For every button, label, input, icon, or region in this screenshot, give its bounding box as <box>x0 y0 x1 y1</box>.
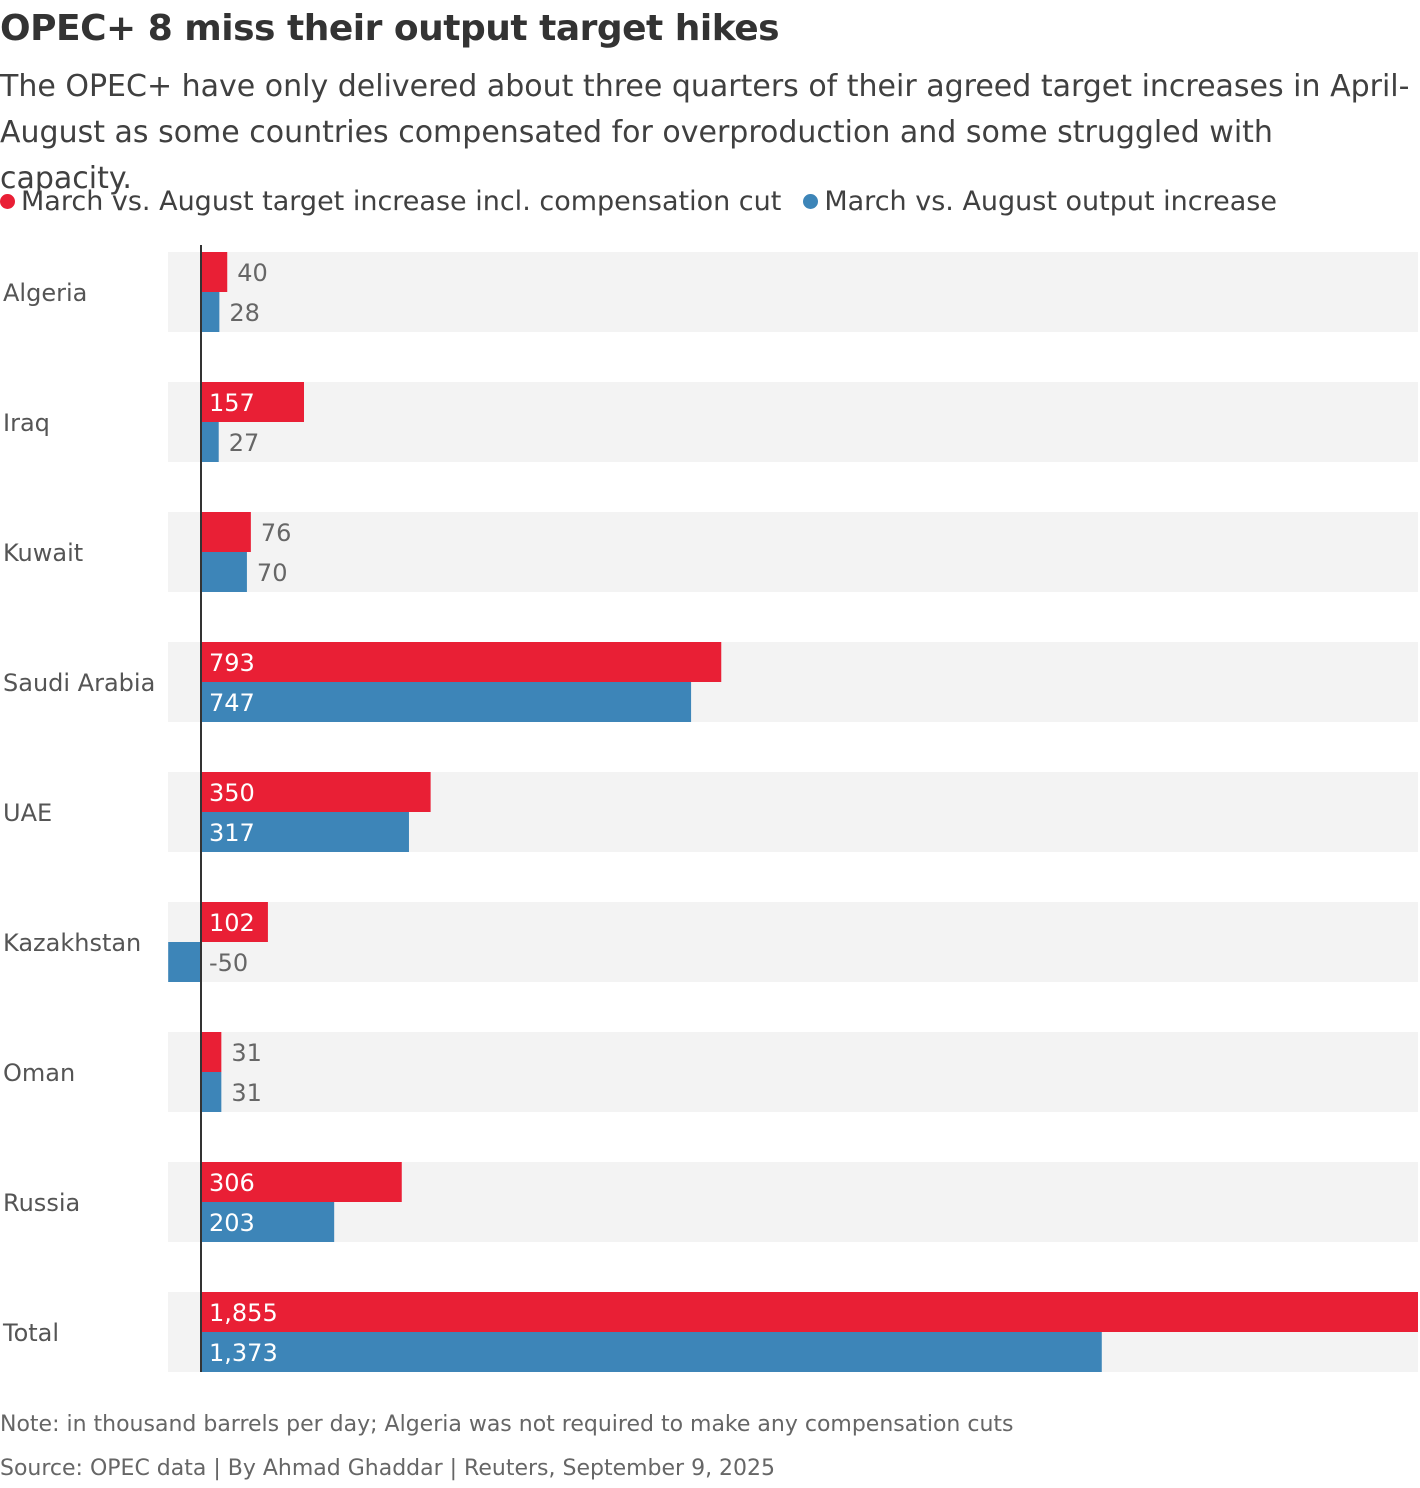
value-label: 350 <box>209 779 255 807</box>
value-label: 317 <box>209 819 255 847</box>
target-bar <box>201 1032 222 1072</box>
target-bar <box>201 1162 402 1202</box>
category-label: Kuwait <box>3 539 83 567</box>
output-bar <box>201 1332 1102 1372</box>
value-label: 793 <box>209 649 255 677</box>
value-label: 1,373 <box>209 1339 278 1367</box>
legend-item-output: March vs. August output increase <box>803 186 1277 217</box>
value-label: 27 <box>229 429 260 457</box>
category-label: Total <box>2 1319 59 1347</box>
legend-output-label: March vs. August output increase <box>824 186 1277 217</box>
category-label: UAE <box>3 799 52 827</box>
value-label: 157 <box>209 389 255 417</box>
target-bar <box>201 382 305 422</box>
value-label: 40 <box>237 259 268 287</box>
legend: March vs. August target increase incl. c… <box>0 186 1299 217</box>
output-bar <box>201 1202 335 1242</box>
legend-output-dot-icon <box>803 194 819 209</box>
row-background <box>168 902 1418 982</box>
target-bar <box>201 772 431 812</box>
target-bar <box>201 512 251 552</box>
value-label: 102 <box>209 909 255 937</box>
row-background <box>168 512 1418 592</box>
value-label: 747 <box>209 689 255 717</box>
row-background <box>168 252 1418 332</box>
output-bar <box>201 552 247 592</box>
target-bar <box>201 1292 1418 1332</box>
output-bar <box>201 292 220 332</box>
value-label: 28 <box>229 299 260 327</box>
value-label: 203 <box>209 1209 255 1237</box>
target-bar <box>201 252 228 292</box>
row-background <box>168 382 1418 462</box>
legend-item-target: March vs. August target increase incl. c… <box>0 186 781 217</box>
value-label: -50 <box>209 949 248 977</box>
chart-title: OPEC+ 8 miss their output target hikes <box>0 8 780 49</box>
output-bar <box>201 812 409 852</box>
footer-source: Source: OPEC data | By Ahmad Ghaddar | R… <box>0 1456 776 1481</box>
category-label: Russia <box>3 1189 80 1217</box>
category-label: Iraq <box>3 409 50 437</box>
value-label: 76 <box>261 519 292 547</box>
category-label: Oman <box>3 1059 75 1087</box>
value-label: 70 <box>257 559 288 587</box>
value-label: 306 <box>209 1169 255 1197</box>
footer-note: Note: in thousand barrels per day; Alger… <box>0 1412 1014 1437</box>
value-label: 1,855 <box>209 1299 278 1327</box>
output-bar <box>201 1072 222 1112</box>
category-label: Kazakhstan <box>3 929 141 957</box>
output-bar <box>201 422 219 462</box>
output-bar <box>201 682 692 722</box>
legend-target-label: March vs. August target increase incl. c… <box>21 186 782 217</box>
chart-subtitle: The OPEC+ have only delivered about thre… <box>0 69 1410 196</box>
value-label: 31 <box>231 1079 262 1107</box>
category-label: Algeria <box>3 279 87 307</box>
row-background <box>168 1032 1418 1112</box>
bar-chart: Algeria 40 28 Iraq 157 27 Kuwait 76 70 Saudi Arab… <box>2 245 1418 1372</box>
category-label: Saudi Arabia <box>3 669 155 697</box>
target-bar <box>201 902 268 942</box>
target-bar <box>201 642 722 682</box>
legend-target-dot-icon <box>0 194 15 209</box>
output-bar <box>168 942 201 982</box>
value-label: 31 <box>231 1039 262 1067</box>
